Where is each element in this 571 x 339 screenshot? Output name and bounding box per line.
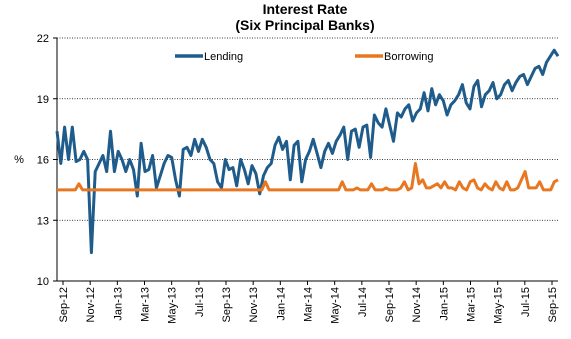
y-tick-label: 13 <box>37 215 49 227</box>
x-tick-label: Sep-13 <box>221 287 233 322</box>
x-tick-label: Jul-14 <box>357 287 369 317</box>
y-tick-label: 10 <box>37 276 49 288</box>
x-tick-label: May-14 <box>330 287 342 324</box>
x-tick-label: Nov-13 <box>248 287 260 322</box>
legend: Lending Borrowing <box>175 51 434 63</box>
x-tick-label: Sep-15 <box>547 287 559 322</box>
x-tick-label: Jan-15 <box>438 287 450 321</box>
x-tick-label: Jul-13 <box>194 287 206 317</box>
x-tick-label: Nov-14 <box>411 287 423 322</box>
x-tick-label: May-15 <box>493 287 505 324</box>
x-tick-label: Mar-15 <box>466 287 478 322</box>
y-tick-label: 22 <box>37 33 49 45</box>
chart-title: Interest Rate <box>263 1 348 17</box>
x-tick-label: Sep-12 <box>58 287 70 322</box>
x-tick-label: Nov-12 <box>85 287 97 322</box>
chart-subtitle: (Six Principal Banks) <box>235 17 374 33</box>
x-tick-label: Jan-14 <box>275 287 287 321</box>
y-axis-label: % <box>14 154 24 166</box>
series-lines <box>55 48 560 255</box>
x-tick-label: Mar-13 <box>140 287 152 322</box>
x-tick-label: May-13 <box>167 287 179 324</box>
series-line-lending <box>55 48 560 255</box>
y-tick-label: 19 <box>37 94 49 106</box>
x-tick-label: Jan-13 <box>112 287 124 321</box>
x-tick-label: Mar-14 <box>303 287 315 322</box>
y-tick-label: 16 <box>37 155 49 167</box>
x-tick-label: Sep-14 <box>384 287 396 322</box>
x-tick-label: Jul-15 <box>520 287 532 317</box>
legend-label-lending: Lending <box>204 51 243 63</box>
grid-lines <box>57 37 558 221</box>
axes: 10 13 16 19 22 Sep-12 Nov-12 Jan-13 Mar-13 May-13… <box>37 33 559 324</box>
series-line-borrowing <box>57 162 559 192</box>
legend-label-borrowing: Borrowing <box>384 51 434 63</box>
